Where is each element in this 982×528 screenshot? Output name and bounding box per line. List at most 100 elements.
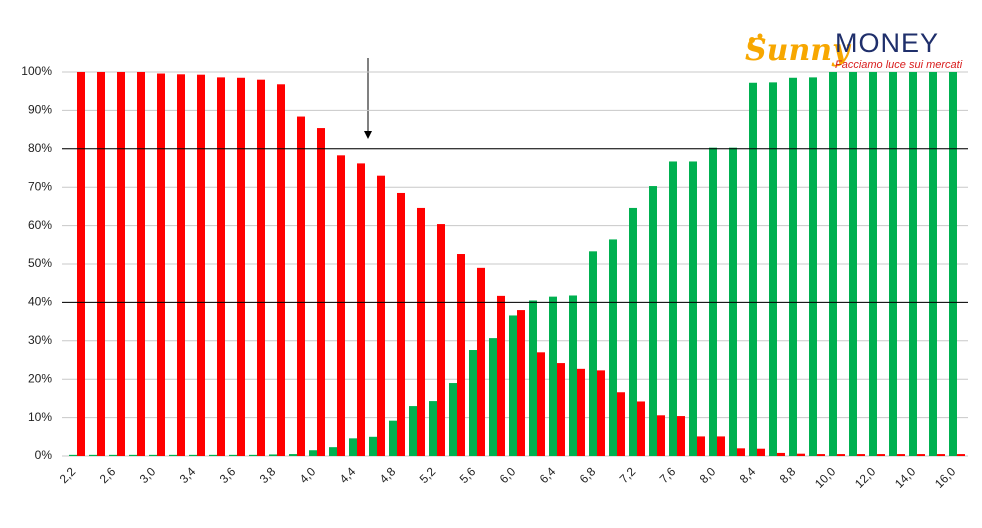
x-tick-label: 6,8 xyxy=(577,464,599,486)
bar xyxy=(949,72,957,456)
bar xyxy=(937,454,945,456)
bar xyxy=(857,454,865,456)
bar xyxy=(317,128,325,456)
bar xyxy=(77,72,85,456)
bar xyxy=(357,163,365,456)
bar xyxy=(237,77,245,456)
x-tick-label: 8,0 xyxy=(697,464,719,486)
bar xyxy=(189,454,197,456)
bar xyxy=(657,415,665,456)
y-tick-label: 70% xyxy=(28,179,52,193)
x-tick-label: 14,0 xyxy=(892,464,919,491)
bar xyxy=(437,224,445,456)
bar xyxy=(629,207,637,456)
bar xyxy=(549,296,557,456)
x-tick-label: 16,0 xyxy=(932,464,959,491)
bar xyxy=(417,207,425,456)
bar xyxy=(509,315,517,456)
bar xyxy=(809,77,817,456)
bar xyxy=(769,82,777,457)
bar xyxy=(157,73,165,456)
bar xyxy=(377,175,385,456)
bar xyxy=(597,370,605,456)
bar xyxy=(817,454,825,456)
bar xyxy=(369,436,377,456)
bar xyxy=(677,416,685,456)
bar xyxy=(789,77,797,456)
x-tick-label: 4,4 xyxy=(337,464,359,486)
bar xyxy=(337,155,345,456)
y-tick-label: 90% xyxy=(28,103,52,117)
x-tick-label: 5,6 xyxy=(457,464,479,486)
bar xyxy=(449,383,457,456)
x-tick-label: 3,4 xyxy=(177,464,199,486)
x-tick-label: 12,0 xyxy=(852,464,879,491)
bar xyxy=(537,352,545,456)
bar xyxy=(757,448,765,456)
annotation-arrowhead xyxy=(364,131,372,139)
bar xyxy=(797,453,805,456)
bar xyxy=(89,454,97,456)
y-tick-label: 0% xyxy=(35,448,53,462)
x-tick-label: 3,0 xyxy=(137,464,159,486)
bar xyxy=(297,116,305,456)
bar xyxy=(689,161,697,457)
bar xyxy=(489,338,497,456)
bar xyxy=(349,438,357,456)
bar xyxy=(97,72,105,456)
y-tick-label: 30% xyxy=(28,333,52,347)
bar xyxy=(749,82,757,456)
bar xyxy=(589,251,597,456)
y-tick-label: 80% xyxy=(28,141,52,155)
bar xyxy=(289,454,297,456)
bar xyxy=(169,454,177,456)
y-tick-label: 60% xyxy=(28,218,52,232)
bar xyxy=(197,74,205,457)
bar xyxy=(897,454,905,456)
bar xyxy=(477,267,485,456)
bar xyxy=(777,452,785,456)
y-tick-label: 20% xyxy=(28,371,52,385)
bar xyxy=(389,420,397,456)
bar xyxy=(669,161,677,457)
bar xyxy=(269,454,277,456)
y-tick-label: 10% xyxy=(28,410,52,424)
logo-brand: Sunny xyxy=(745,33,852,68)
bar xyxy=(877,454,885,456)
bar xyxy=(229,454,237,456)
bar xyxy=(829,72,837,456)
x-tick-label: 6,0 xyxy=(497,464,519,486)
bar xyxy=(957,454,965,456)
bar xyxy=(149,454,157,456)
x-tick-label: 2,6 xyxy=(97,464,119,486)
bar xyxy=(717,436,725,456)
bar xyxy=(217,77,225,456)
bar xyxy=(409,406,417,456)
x-tick-label: 8,4 xyxy=(737,464,759,486)
bar xyxy=(117,72,125,456)
y-tick-label: 100% xyxy=(21,64,52,78)
bar xyxy=(397,192,405,456)
x-tick-label: 7,2 xyxy=(617,464,639,486)
bar xyxy=(909,72,917,456)
bar xyxy=(529,300,537,456)
bar xyxy=(209,454,217,456)
bar xyxy=(429,401,437,456)
bar xyxy=(849,72,857,456)
bar xyxy=(837,454,845,456)
bar xyxy=(889,72,897,456)
bar xyxy=(929,72,937,456)
bar xyxy=(457,254,465,456)
bar xyxy=(697,436,705,456)
bar xyxy=(469,350,477,456)
bar xyxy=(569,295,577,456)
logo-name: MONEY xyxy=(835,28,939,58)
x-tick-label: 5,2 xyxy=(417,464,439,486)
bar xyxy=(729,147,737,456)
bar xyxy=(497,295,505,456)
x-tick-label: 7,6 xyxy=(657,464,679,486)
y-tick-label: 50% xyxy=(28,256,52,270)
bar xyxy=(277,84,285,457)
